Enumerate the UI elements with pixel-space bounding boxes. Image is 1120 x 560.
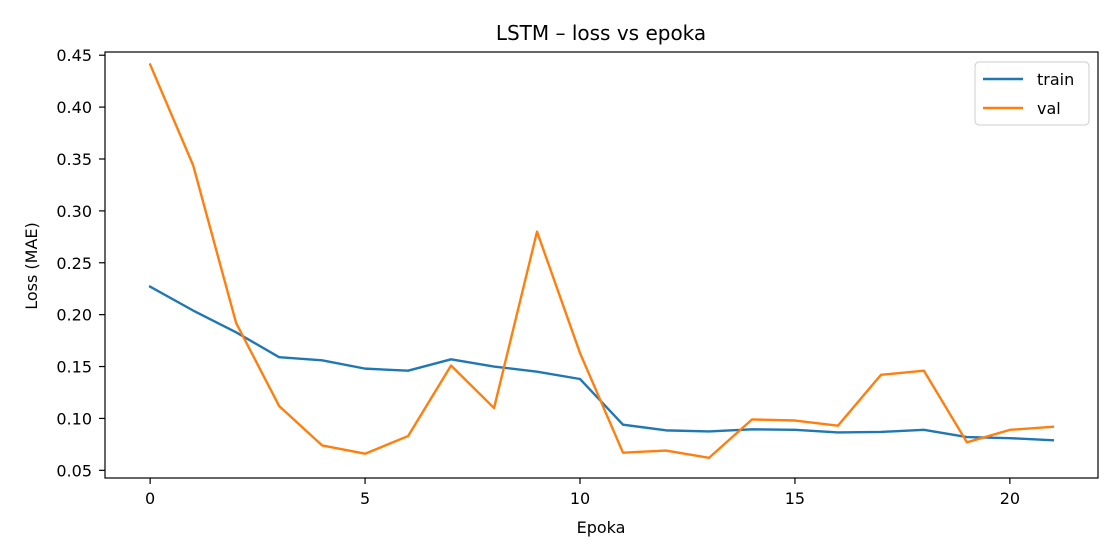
series-line-train	[148, 285, 1055, 442]
series-line-val	[148, 62, 1055, 460]
y-tick-label: 0.25	[56, 254, 92, 273]
y-tick-label: 0.20	[56, 306, 92, 325]
y-tick-label: 0.35	[56, 150, 92, 169]
axes-frame	[104, 51, 1099, 479]
y-tick-label: 0.10	[56, 409, 92, 428]
x-tick-label: 10	[570, 489, 590, 508]
chart-title: LSTM – loss vs epoka	[496, 21, 706, 45]
plot-area: 0 5 10 15 20 0.05 0.10 0.15 0.20 0.25 0.30 0.35 0.40…	[56, 46, 1099, 508]
y-tick-label: 0.05	[56, 461, 92, 480]
legend: train val	[974, 61, 1090, 126]
legend-label-train: train	[1037, 70, 1074, 89]
y-tick-label: 0.40	[56, 98, 92, 117]
y-axis-label: Loss (MAE)	[22, 222, 41, 310]
x-axis-label: Epoka	[577, 518, 626, 537]
y-tick-label: 0.30	[56, 202, 92, 221]
y-tick-label: 0.15	[56, 358, 92, 377]
x-tick-label: 0	[145, 489, 155, 508]
legend-box	[974, 61, 1090, 126]
legend-label-val: val	[1037, 99, 1061, 118]
x-tick-label: 15	[785, 489, 805, 508]
x-tick-label: 20	[1000, 489, 1020, 508]
y-tick-label: 0.45	[56, 46, 92, 65]
x-tick-label: 5	[360, 489, 370, 508]
